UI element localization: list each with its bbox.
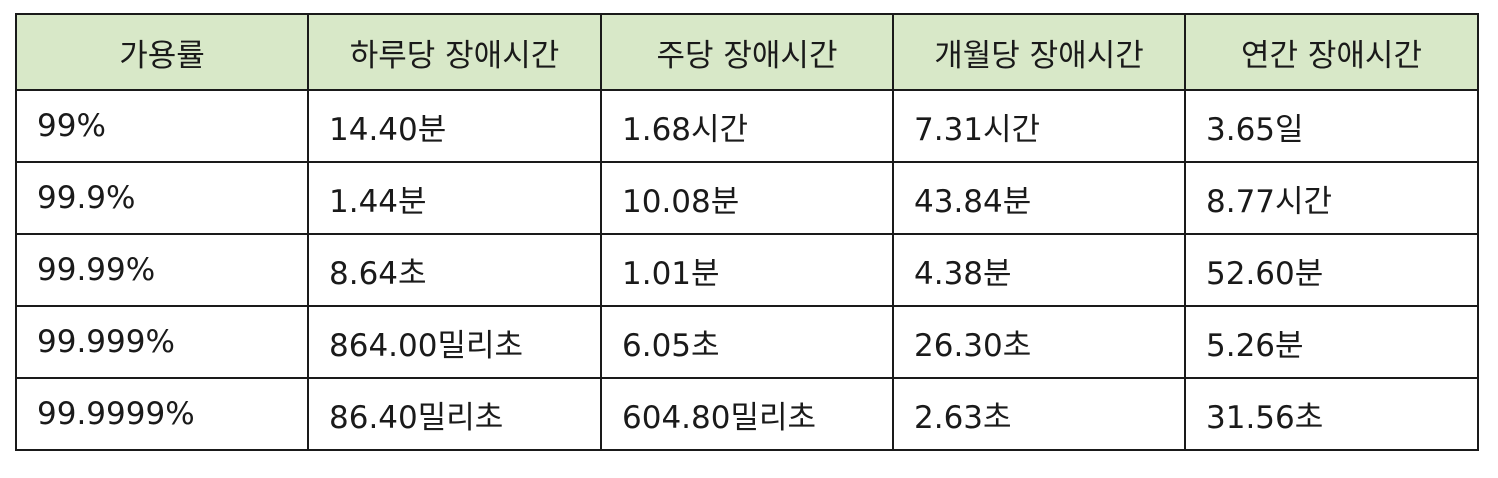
cell-weekly-downtime: 10.08분	[600, 161, 894, 235]
cell-availability: 99%	[15, 89, 309, 163]
cell-availability: 99.99%	[15, 233, 309, 307]
cell-daily-downtime: 864.00밀리초	[307, 305, 602, 379]
table-row: 99.9% 1.44분 10.08분 43.84분 8.77시간	[15, 161, 1479, 235]
cell-yearly-downtime: 31.56초	[1184, 377, 1479, 451]
cell-daily-downtime: 8.64초	[307, 233, 602, 307]
header-daily-downtime: 하루당 장애시간	[307, 13, 602, 91]
cell-yearly-downtime: 3.65일	[1184, 89, 1479, 163]
cell-daily-downtime: 86.40밀리초	[307, 377, 602, 451]
table-row: 99.999% 864.00밀리초 6.05초 26.30초 5.26분	[15, 305, 1479, 379]
cell-yearly-downtime: 8.77시간	[1184, 161, 1479, 235]
header-monthly-downtime: 개월당 장애시간	[892, 13, 1186, 91]
cell-weekly-downtime: 604.80밀리초	[600, 377, 894, 451]
cell-daily-downtime: 1.44분	[307, 161, 602, 235]
cell-availability: 99.9%	[15, 161, 309, 235]
cell-monthly-downtime: 26.30초	[892, 305, 1186, 379]
cell-yearly-downtime: 52.60분	[1184, 233, 1479, 307]
header-availability: 가용률	[15, 13, 309, 91]
availability-table-container: 가용률 하루당 장애시간 주당 장애시간 개월당 장애시간 연간 장애시간 99…	[15, 13, 1479, 451]
table-row: 99.9999% 86.40밀리초 604.80밀리초 2.63초 31.56초	[15, 377, 1479, 451]
cell-monthly-downtime: 7.31시간	[892, 89, 1186, 163]
cell-availability: 99.9999%	[15, 377, 309, 451]
table-row: 99.99% 8.64초 1.01분 4.38분 52.60분	[15, 233, 1479, 307]
cell-yearly-downtime: 5.26분	[1184, 305, 1479, 379]
header-yearly-downtime: 연간 장애시간	[1184, 13, 1479, 91]
availability-downtime-table: 가용률 하루당 장애시간 주당 장애시간 개월당 장애시간 연간 장애시간 99…	[15, 13, 1479, 451]
cell-monthly-downtime: 4.38분	[892, 233, 1186, 307]
cell-monthly-downtime: 2.63초	[892, 377, 1186, 451]
cell-daily-downtime: 14.40분	[307, 89, 602, 163]
header-weekly-downtime: 주당 장애시간	[600, 13, 894, 91]
cell-availability: 99.999%	[15, 305, 309, 379]
table-header-row: 가용률 하루당 장애시간 주당 장애시간 개월당 장애시간 연간 장애시간	[15, 13, 1479, 91]
table-row: 99% 14.40분 1.68시간 7.31시간 3.65일	[15, 89, 1479, 163]
cell-weekly-downtime: 1.01분	[600, 233, 894, 307]
cell-monthly-downtime: 43.84분	[892, 161, 1186, 235]
cell-weekly-downtime: 1.68시간	[600, 89, 894, 163]
cell-weekly-downtime: 6.05초	[600, 305, 894, 379]
